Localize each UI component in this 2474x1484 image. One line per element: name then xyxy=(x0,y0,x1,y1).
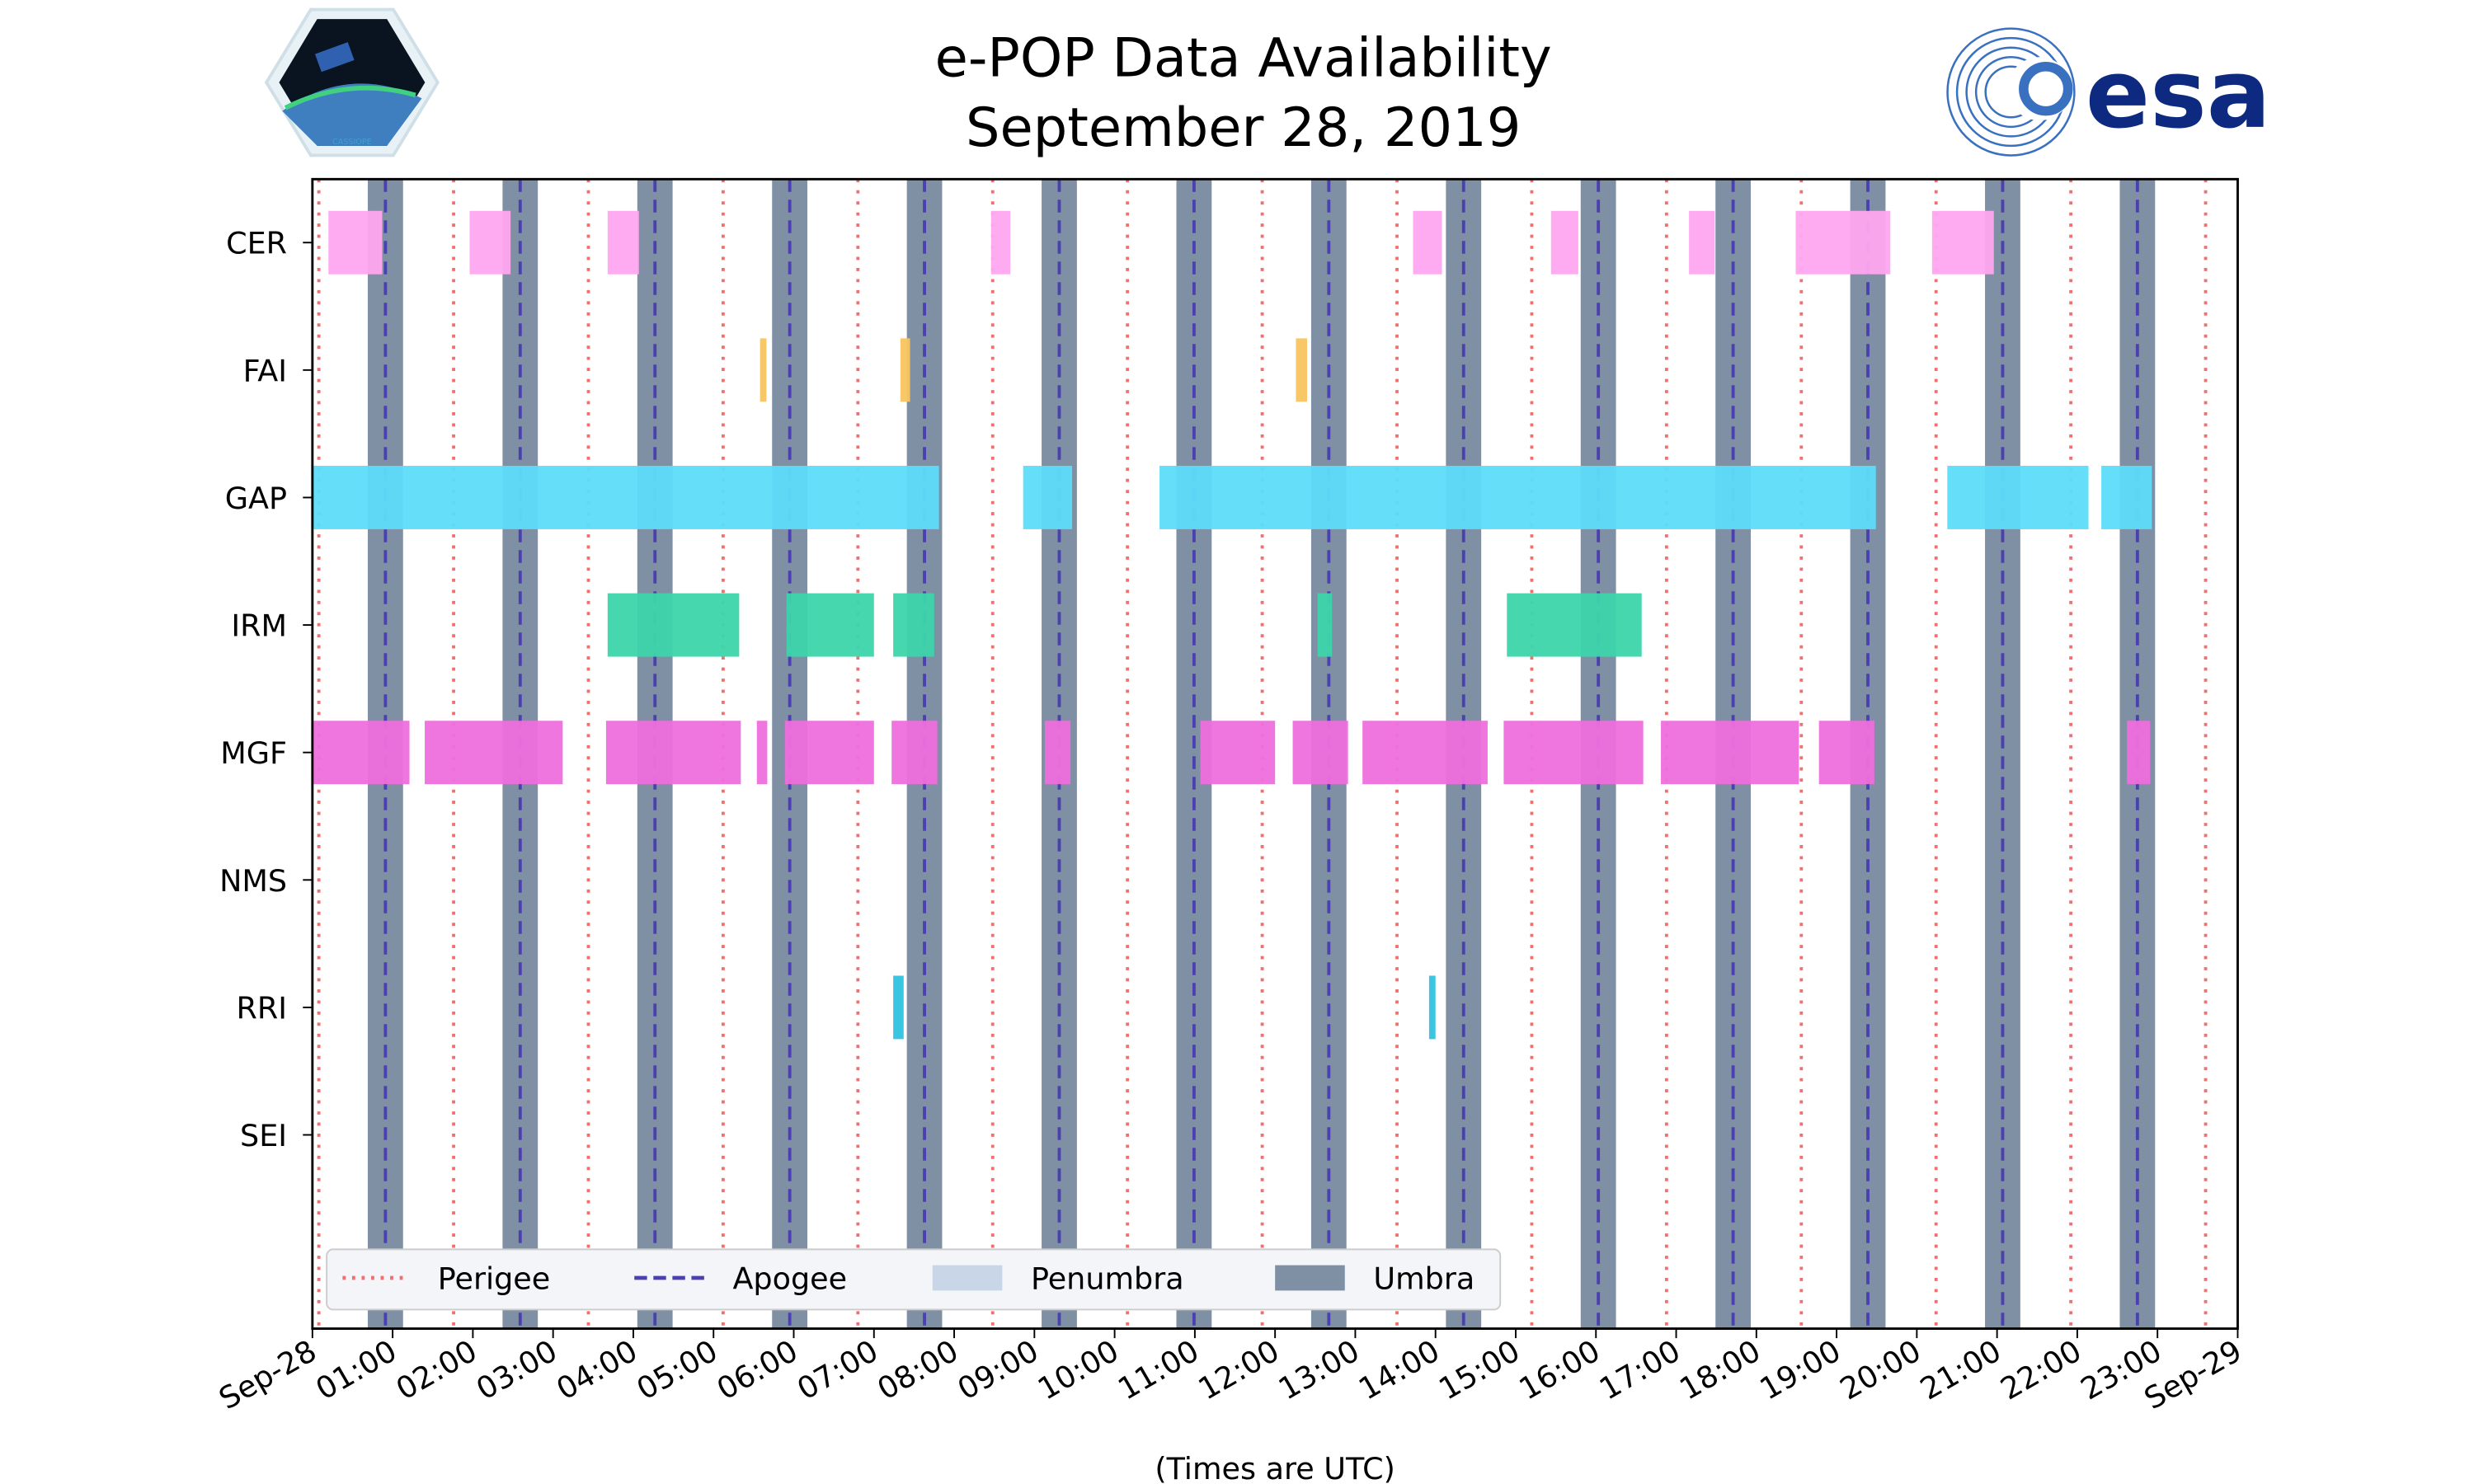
data-bar-irm xyxy=(893,593,934,657)
data-bar-cer xyxy=(1413,210,1442,275)
x-tick-label: 08:00 xyxy=(872,1333,965,1407)
plot-area: CER FAI GAP IRM MGF NMS RRI SEI Sep-2801:0002:00… xyxy=(213,177,2248,1416)
y-tick-label: NMS xyxy=(219,863,287,899)
y-tick-label: GAP xyxy=(225,481,287,516)
x-tick-label: 06:00 xyxy=(711,1333,804,1407)
chart-title: e-POP Data Availability xyxy=(935,26,1552,89)
y-tick-label: CER xyxy=(226,226,287,261)
data-bar-mgf xyxy=(784,721,874,785)
data-bar-mgf xyxy=(891,721,938,785)
data-bar-irm xyxy=(607,593,740,657)
data-bar-mgf xyxy=(1200,721,1276,785)
x-tick-label: 14:00 xyxy=(1352,1333,1446,1407)
x-tick-label: 21:00 xyxy=(1914,1333,2007,1407)
data-bar-gap xyxy=(312,466,939,529)
x-tick-label: 20:00 xyxy=(1834,1333,1927,1407)
x-tick-label: 17:00 xyxy=(1593,1333,1686,1407)
x-tick-label: 18:00 xyxy=(1673,1333,1766,1407)
data-bar-gap xyxy=(1023,466,1073,529)
x-tick-label: 04:00 xyxy=(551,1333,644,1407)
data-bar-irm xyxy=(1507,593,1642,657)
data-bar-mgf xyxy=(1661,721,1799,785)
y-tick-label: SEI xyxy=(240,1118,287,1153)
x-tick-label: 07:00 xyxy=(791,1333,884,1407)
data-bar-cer xyxy=(607,210,639,275)
x-tick-label: 11:00 xyxy=(1112,1333,1205,1407)
x-tick-label: Sep-28 xyxy=(213,1333,322,1416)
esa-logo: esa xyxy=(1946,27,2271,157)
y-tick-label: MGF xyxy=(220,735,287,771)
x-tick-label: 19:00 xyxy=(1754,1333,1847,1407)
data-bar-cer xyxy=(469,210,511,275)
x-tick-label: 02:00 xyxy=(390,1333,483,1407)
data-bar-fai xyxy=(1296,338,1308,402)
y-tick-label: FAI xyxy=(243,353,287,388)
cassiope-logo-text: CASSIOPE xyxy=(332,138,372,147)
data-bar-fai xyxy=(900,338,910,402)
x-tick-label: 16:00 xyxy=(1513,1333,1606,1407)
legend-label-apogee: Apogee xyxy=(732,1261,847,1296)
x-tick-label: 05:00 xyxy=(631,1333,724,1407)
data-bar-mgf xyxy=(1292,721,1348,785)
data-bar-rri xyxy=(893,975,904,1040)
x-tick-label: 01:00 xyxy=(310,1333,403,1407)
data-bar-mgf xyxy=(2127,721,2151,785)
legend-label-perigee: Perigee xyxy=(438,1261,550,1296)
data-bar-cer xyxy=(1795,210,1891,275)
esa-logo-text: esa xyxy=(2086,40,2271,150)
data-bar-mgf xyxy=(1818,721,1874,785)
data-bar-mgf xyxy=(312,721,410,785)
y-tick-label: RRI xyxy=(237,990,288,1026)
data-bar-cer xyxy=(1931,210,1994,275)
data-bar-mgf xyxy=(605,721,741,785)
x-tick-label: 13:00 xyxy=(1272,1333,1366,1407)
x-tick-label: 15:00 xyxy=(1433,1333,1526,1407)
x-tick-label: 09:00 xyxy=(952,1333,1045,1407)
data-bar-cer xyxy=(1550,210,1578,275)
cassiope-logo: CASSIOPE xyxy=(264,7,440,157)
x-tick-label: 22:00 xyxy=(1994,1333,2087,1407)
data-bar-irm xyxy=(786,593,874,657)
x-axis-label: (Times are UTC) xyxy=(1155,1451,1395,1484)
data-bar-rri xyxy=(1428,975,1436,1040)
data-bar-gap xyxy=(1159,466,1876,529)
data-bar-mgf xyxy=(1044,721,1071,785)
legend-label-penumbra: Penumbra xyxy=(1031,1261,1184,1296)
legend-box xyxy=(326,1248,1502,1311)
data-bar-mgf xyxy=(756,721,768,785)
x-tick-label: 10:00 xyxy=(1032,1333,1125,1407)
data-bar-mgf xyxy=(425,721,563,785)
x-tick-label: 12:00 xyxy=(1192,1333,1286,1407)
legend-label-umbra: Umbra xyxy=(1373,1261,1475,1296)
data-bar-mgf xyxy=(1362,721,1488,785)
legend-penumbra-swatch xyxy=(932,1265,1003,1291)
data-bar-cer xyxy=(1689,210,1715,275)
data-bar-cer xyxy=(328,210,383,275)
data-bar-cer xyxy=(990,210,1011,275)
data-bar-gap xyxy=(2101,466,2152,529)
legend-umbra-swatch xyxy=(1275,1265,1345,1291)
data-bar-gap xyxy=(1947,466,2089,529)
data-bar-irm xyxy=(1317,593,1333,657)
y-tick-label: IRM xyxy=(231,608,287,644)
data-bar-mgf xyxy=(1503,721,1644,785)
chart-subtitle: September 28, 2019 xyxy=(966,96,1521,159)
data-bar-fai xyxy=(760,338,767,402)
x-tick-label: 03:00 xyxy=(470,1333,563,1407)
